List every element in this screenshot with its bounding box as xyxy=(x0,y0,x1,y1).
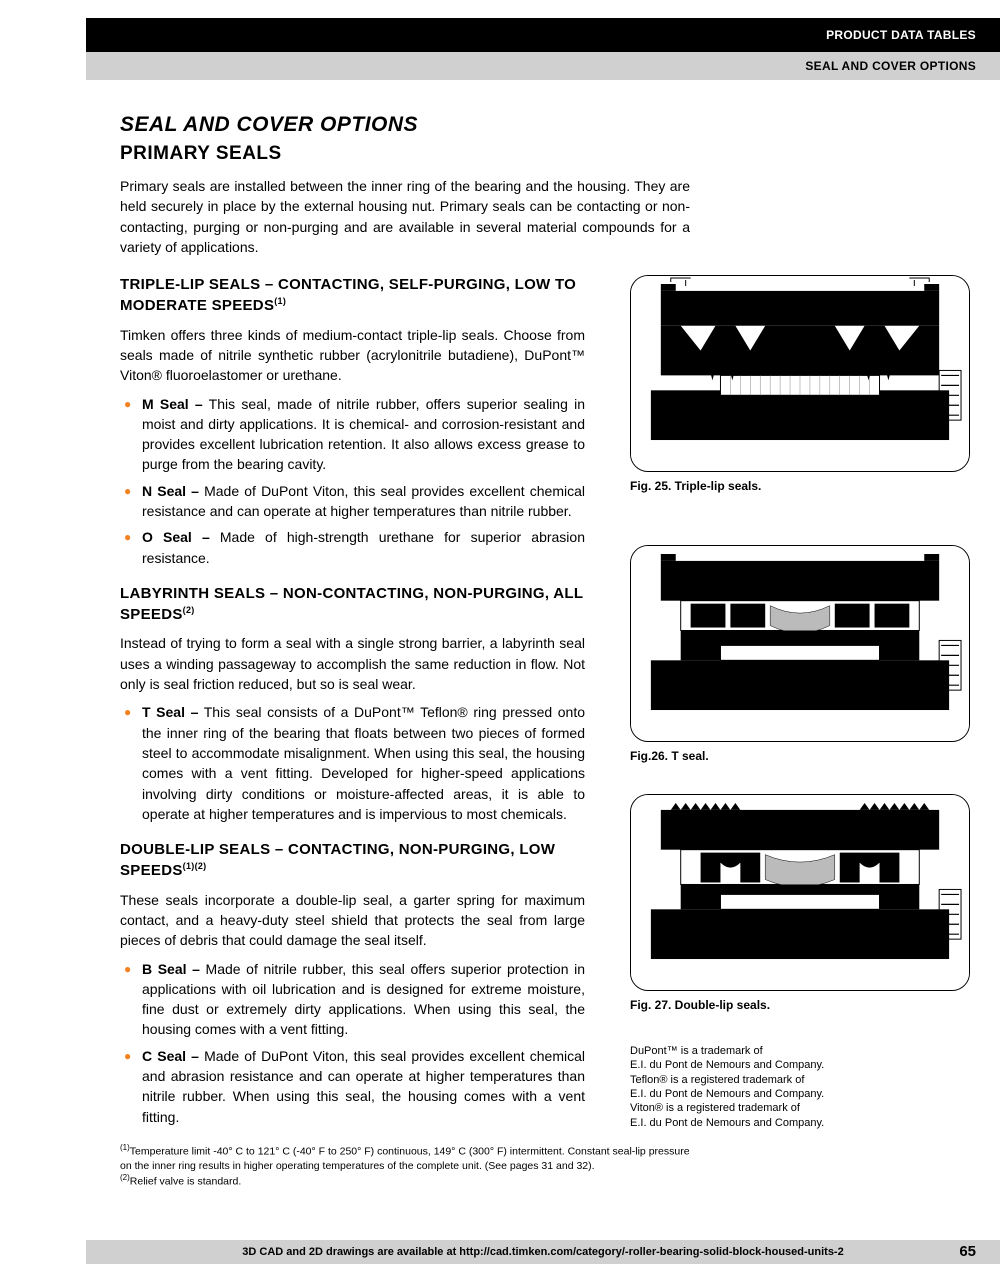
list-item: M Seal – This seal, made of nitrile rubb… xyxy=(120,394,585,475)
figure-caption: Fig. 25. Triple-lip seals. xyxy=(630,478,970,495)
bullet-list-labyrinth: T Seal – This seal consists of a DuPont™… xyxy=(120,702,585,824)
figure-caption: Fig.26. T seal. xyxy=(630,748,970,765)
bullet-list-triple-lip: M Seal – This seal, made of nitrile rubb… xyxy=(120,394,585,568)
section-body-labyrinth: Instead of trying to form a seal with a … xyxy=(120,633,585,694)
trademark-note: DuPont™ is a trademark ofE.I. du Pont de… xyxy=(630,1044,970,1130)
figure-27: Fig. 27. Double-lip seals. xyxy=(630,794,970,1014)
figure-26: Fig.26. T seal. xyxy=(630,545,970,765)
page-content: SEAL AND COVER OPTIONS PRIMARY SEALS Pri… xyxy=(120,110,970,1188)
figure-25: Fig. 25. Triple-lip seals. xyxy=(630,275,970,495)
section-body-triple-lip: Timken offers three kinds of medium-cont… xyxy=(120,325,585,386)
list-item: T Seal – This seal consists of a DuPont™… xyxy=(120,702,585,824)
section-body-double-lip: These seals incorporate a double-lip sea… xyxy=(120,890,585,951)
bullet-list-double-lip: B Seal – Made of nitrile rubber, this se… xyxy=(120,959,585,1127)
right-column: Fig. 25. Triple-lip seals. xyxy=(630,275,970,1188)
double-lip-seal-diagram xyxy=(630,794,970,991)
list-item: O Seal – Made of high-strength urethane … xyxy=(120,527,585,568)
triple-lip-seal-diagram xyxy=(630,275,970,472)
section-title-double-lip: DOUBLE-LIP SEALS – CONTACTING, NON-PURGI… xyxy=(120,840,600,882)
t-seal-diagram xyxy=(630,545,970,742)
list-item: C Seal – Made of DuPont Viton, this seal… xyxy=(120,1046,585,1127)
section-title-triple-lip: TRIPLE-LIP SEALS – CONTACTING, SELF-PURG… xyxy=(120,275,600,317)
header-gray-bar: SEAL AND COVER OPTIONS xyxy=(86,52,1000,80)
intro-paragraph: Primary seals are installed between the … xyxy=(120,176,690,257)
footnotes: (1)Temperature limit -40° C to 121° C (-… xyxy=(120,1143,690,1189)
page-number: 65 xyxy=(959,1240,976,1264)
left-column: TRIPLE-LIP SEALS – CONTACTING, SELF-PURG… xyxy=(120,275,600,1188)
list-item: B Seal – Made of nitrile rubber, this se… xyxy=(120,959,585,1040)
list-item: N Seal – Made of DuPont Viton, this seal… xyxy=(120,481,585,522)
section-title-labyrinth: LABYRINTH SEALS – NON-CONTACTING, NON-PU… xyxy=(120,584,600,626)
footer-bar: 3D CAD and 2D drawings are available at … xyxy=(86,1240,1000,1264)
sub-title: PRIMARY SEALS xyxy=(120,141,970,168)
two-column-layout: TRIPLE-LIP SEALS – CONTACTING, SELF-PURG… xyxy=(120,275,970,1188)
main-title: SEAL AND COVER OPTIONS xyxy=(120,110,970,139)
header-black-bar: PRODUCT DATA TABLES xyxy=(86,18,1000,52)
figure-caption: Fig. 27. Double-lip seals. xyxy=(630,997,970,1014)
